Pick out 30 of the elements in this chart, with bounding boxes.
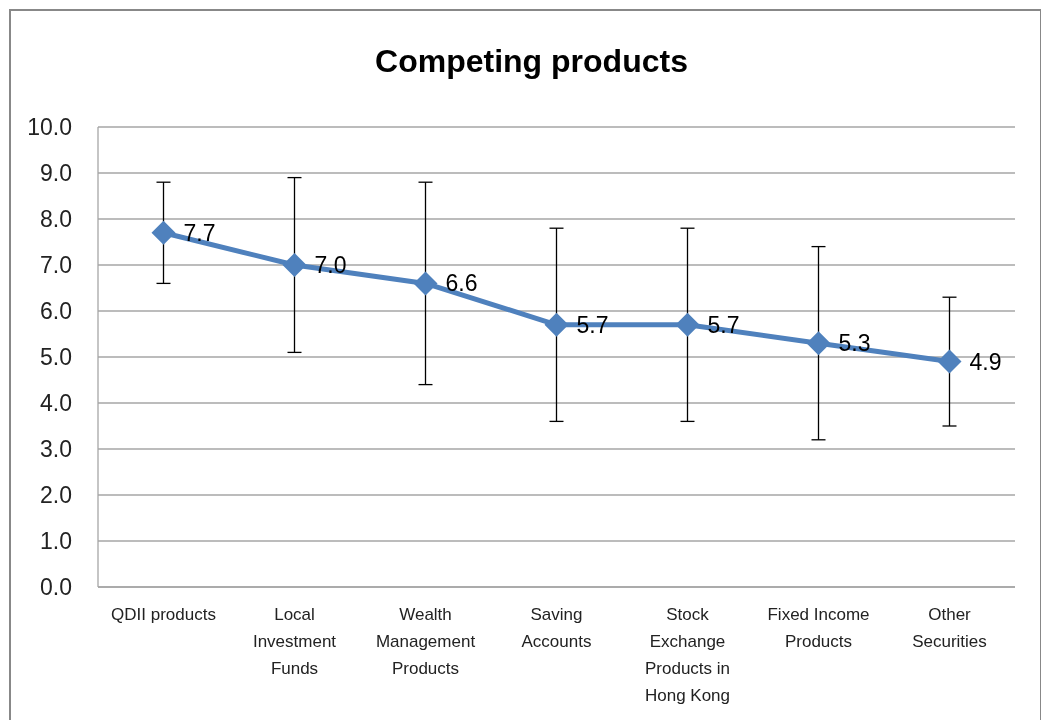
x-tick-label: Other Securities [912, 605, 987, 651]
y-tick-label: 4.0 [40, 390, 72, 416]
x-tick-label: Local Investment Funds [252, 605, 337, 678]
y-tick-label: 3.0 [40, 436, 72, 462]
y-tick-label: 2.0 [40, 482, 72, 508]
y-tick-label: 9.0 [40, 160, 72, 186]
point [413, 271, 438, 296]
point [151, 220, 176, 245]
y-tick-label: 6.0 [40, 298, 72, 324]
y-tick-label: 0.0 [40, 574, 72, 600]
y-tick-label: 5.0 [40, 344, 72, 370]
y-tick-label: 10.0 [27, 114, 72, 140]
data-label: 7.7 [183, 219, 216, 246]
y-tick-label: 1.0 [40, 528, 72, 554]
point [282, 253, 307, 277]
x-tick-label: Wealth Management Products [375, 605, 476, 678]
x-tick-label: Stock Exchange Products in Hong Kong [644, 605, 731, 705]
y-tick-label: 7.0 [40, 252, 72, 278]
data-label: 6.6 [445, 270, 478, 297]
point [937, 349, 962, 374]
y-tick-label: 8.0 [40, 206, 72, 232]
chart-title: Competing products [375, 43, 688, 79]
data-label: 7.0 [314, 252, 347, 278]
x-tick-label: Fixed Income Products [767, 605, 870, 651]
data-label: 4.9 [969, 348, 1002, 375]
point [675, 312, 700, 337]
point [806, 331, 831, 356]
x-tick-label: Saving Accounts [521, 605, 592, 651]
x-tick-label: QDII products [111, 605, 216, 624]
point [544, 312, 569, 337]
